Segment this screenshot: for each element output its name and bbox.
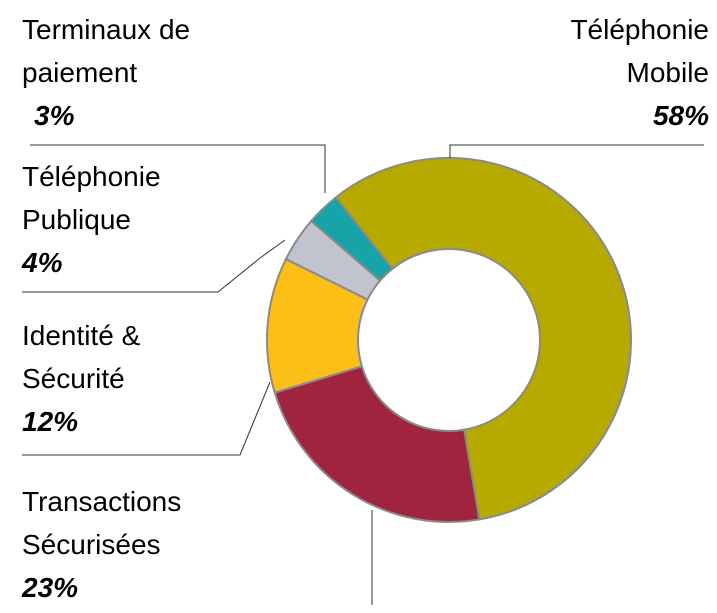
slice-label: Téléphonie Publique 4% xyxy=(22,155,222,284)
leader-line xyxy=(22,381,271,456)
value-label: 3% xyxy=(34,100,75,131)
slice-label: Transactions Sécurisées 23% xyxy=(22,480,262,609)
leader-line xyxy=(22,239,286,293)
leader-line xyxy=(449,144,704,158)
donut-slice xyxy=(334,157,632,521)
value-label: 23% xyxy=(22,572,79,603)
category-name: Transactions Sécurisées xyxy=(22,486,182,560)
category-name: Terminaux de paiement xyxy=(22,14,191,88)
category-name: Téléphonie Publique xyxy=(22,161,161,235)
leader-line xyxy=(30,144,326,193)
donut-slice xyxy=(273,365,481,523)
value-label: 58% xyxy=(652,100,709,131)
slice-label: Téléphonie Mobile 58% xyxy=(509,8,709,137)
category-name: Téléphonie Mobile xyxy=(570,14,709,88)
slice-label: Terminaux de paiement 3% xyxy=(22,8,252,137)
slice-label: Identité & Sécurité 12% xyxy=(22,314,197,443)
value-label: 4% xyxy=(22,247,63,278)
donut-slice xyxy=(309,195,394,282)
value-label: 12% xyxy=(22,406,79,437)
category-name: Identité & Sécurité xyxy=(22,320,141,394)
